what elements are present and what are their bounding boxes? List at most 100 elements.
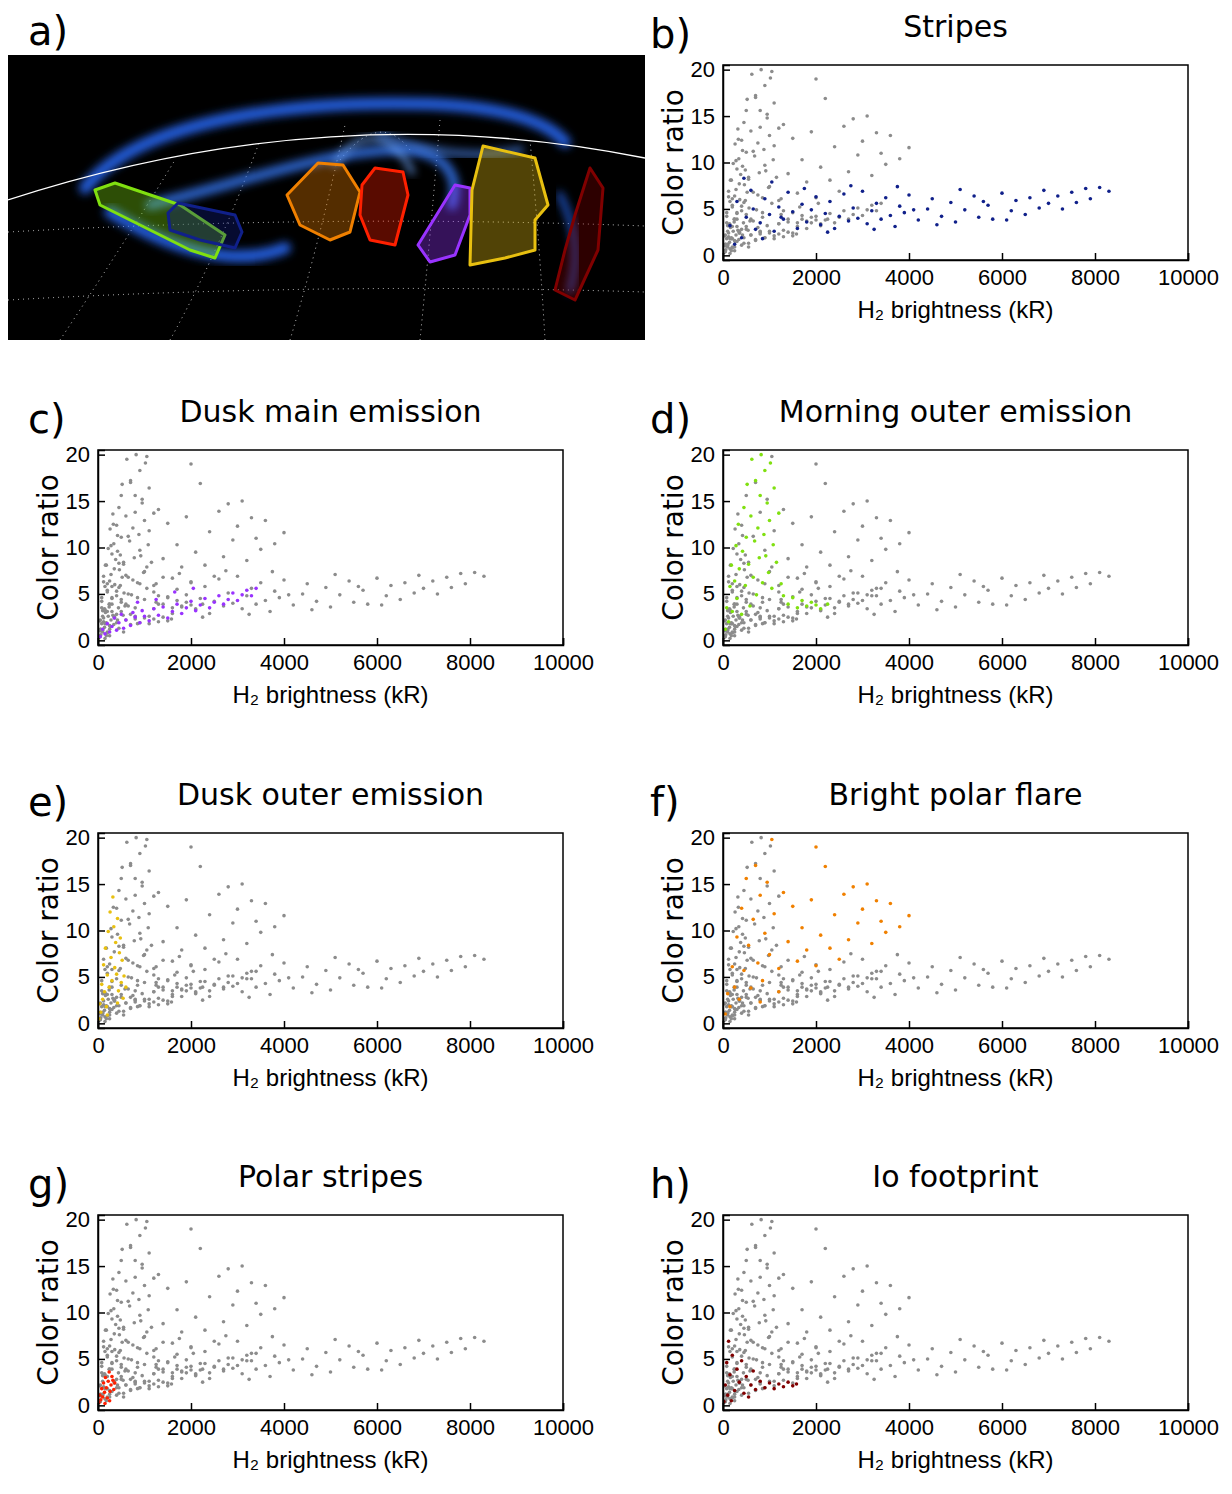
background-point [736,512,740,516]
background-point [417,957,421,961]
background-point [403,964,407,968]
data-point [1075,201,1079,205]
data-point [763,469,767,473]
background-point [805,227,809,231]
data-point [800,599,804,603]
background-point [110,610,114,614]
background-point [749,897,753,901]
data-point [110,979,114,983]
x-tick: 6000 [353,1021,402,1058]
background-point [777,607,781,611]
data-point [865,882,869,886]
background-point [865,990,869,994]
background-point [445,958,449,962]
tick-mark [98,547,105,549]
background-point [222,555,226,559]
background-point [837,189,841,193]
background-point [861,982,865,986]
data-point [779,215,783,219]
background-point [837,574,841,578]
background-point [110,1362,114,1366]
data-point [189,600,193,604]
background-point [819,608,823,612]
background-point [236,524,240,528]
background-point [189,603,193,607]
background-point [803,572,807,576]
background-point [742,606,746,610]
background-point [152,1276,156,1280]
background-point [734,233,738,237]
background-point [132,556,136,560]
background-point [194,933,198,937]
data-point [889,214,893,218]
background-point [103,608,107,612]
background-point [736,127,740,131]
background-point [126,575,130,579]
background-point [754,1006,758,1010]
data-point [733,242,737,246]
data-point [865,222,869,226]
tick-label: 20 [66,442,90,467]
background-point [898,542,902,546]
data-point [870,942,874,946]
background-point [357,968,361,972]
background-point [173,1355,177,1359]
background-point [166,1360,170,1364]
background-point [222,938,226,942]
y-tick: 15 [691,104,730,129]
background-point [777,607,781,611]
background-point [903,979,907,983]
tick-label: 0 [703,1011,715,1036]
background-point [139,554,143,558]
background-point [173,973,177,977]
background-point [889,982,893,986]
background-point [305,1347,309,1351]
background-point [201,1367,205,1371]
tick-mark [1095,638,1097,645]
background-point [171,606,175,610]
background-point [117,1326,121,1330]
background-point [264,599,268,603]
background-point [763,548,767,552]
data-point [849,184,853,188]
background-point [352,600,356,604]
background-point [842,509,846,513]
y-tick: 10 [66,535,105,560]
background-point [222,1367,226,1371]
tick-mark [723,116,730,118]
tick-label: 10000 [1158,650,1219,675]
background-point [762,916,766,920]
tick-label: 0 [92,650,104,675]
background-point [347,962,351,966]
background-point [282,961,286,965]
background-point [741,534,745,538]
background-point [758,877,762,881]
data-point [982,200,986,204]
background-point [851,502,855,506]
tick-label: 0 [717,1033,729,1058]
tick-label: 10 [691,535,715,560]
background-point [767,954,771,958]
background-point [800,158,804,162]
data-point [140,609,144,613]
background-point [912,976,916,980]
background-point [1089,965,1093,969]
background-point [740,138,744,142]
background-point [231,1356,235,1360]
background-point [117,969,121,973]
background-point [212,983,216,987]
background-point [800,602,804,606]
data-point [872,228,876,232]
background-point [203,1350,207,1354]
data-point [254,587,258,591]
background-point [352,983,356,987]
background-point [108,962,112,966]
background-point [810,983,814,987]
background-point [734,573,738,577]
background-point [814,581,818,585]
background-point [728,223,732,227]
data-point [735,935,739,939]
background-point [301,975,305,979]
background-point [733,249,737,253]
data-point [1005,218,1009,222]
